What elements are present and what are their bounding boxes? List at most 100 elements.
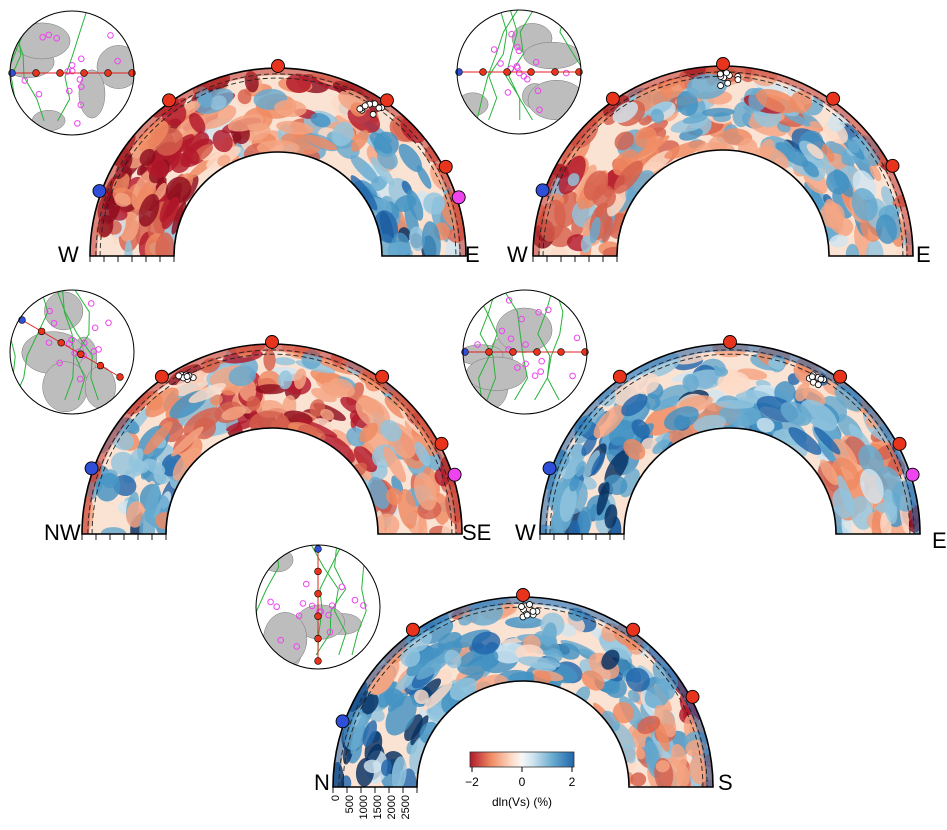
inset-profile-start-marker bbox=[314, 545, 322, 553]
anomaly-blob bbox=[398, 143, 423, 173]
inset-event-marker bbox=[497, 60, 504, 67]
anomaly-blob bbox=[634, 373, 660, 395]
anomaly-blob bbox=[210, 394, 223, 406]
anomaly-blob bbox=[274, 99, 307, 117]
landmass-shape bbox=[465, 356, 527, 391]
anomaly-blob bbox=[263, 349, 276, 371]
anomaly-blob bbox=[654, 719, 670, 752]
anomaly-blob bbox=[304, 134, 338, 151]
discontinuity-dashed-line bbox=[545, 349, 915, 535]
direction-label-left: N bbox=[314, 770, 330, 795]
anomaly-blob bbox=[847, 140, 860, 154]
inset-profile-marker bbox=[527, 68, 535, 76]
direction-label-right: SE bbox=[462, 520, 491, 545]
colorbar: −2 0 2 dln(Vs) (%) bbox=[465, 751, 576, 809]
plate-boundary-line bbox=[534, 290, 553, 401]
direction-label-left: W bbox=[507, 242, 528, 267]
station-marker-red bbox=[826, 91, 841, 106]
velocity-anomalies bbox=[533, 66, 913, 256]
inset-event-marker bbox=[56, 359, 63, 367]
inset-event-marker bbox=[569, 372, 576, 380]
inset-outline bbox=[9, 10, 135, 136]
depth-tick-label: 2500 bbox=[400, 795, 412, 819]
anomaly-blob bbox=[589, 216, 601, 244]
plate-boundary-line bbox=[503, 290, 529, 401]
inset-event-marker bbox=[46, 307, 53, 315]
earthquake-marker bbox=[817, 375, 825, 383]
anomaly-blob bbox=[717, 371, 751, 395]
anomaly-blob bbox=[370, 175, 388, 192]
anomaly-blob bbox=[209, 417, 239, 436]
anomaly-blob bbox=[663, 406, 699, 431]
anomaly-blob bbox=[363, 759, 382, 774]
anomaly-blob bbox=[128, 448, 144, 469]
landmass-shape bbox=[84, 366, 116, 409]
station-marker-red bbox=[612, 369, 627, 384]
station-marker-red bbox=[405, 622, 420, 637]
anomaly-blob bbox=[413, 472, 437, 511]
anomaly-blob bbox=[139, 509, 156, 534]
inset-event-marker bbox=[267, 598, 274, 606]
inset-event-marker bbox=[504, 89, 512, 96]
inset-event-marker bbox=[532, 58, 540, 66]
depth-tick-label: 500 bbox=[344, 795, 356, 813]
anomaly-blob bbox=[575, 460, 587, 477]
station-marker-red bbox=[271, 59, 285, 73]
section-outline bbox=[532, 65, 914, 257]
anomaly-blob bbox=[414, 689, 429, 705]
anomaly-blob bbox=[652, 439, 670, 455]
anomaly-blob bbox=[569, 475, 580, 492]
anomaly-blob bbox=[171, 201, 187, 235]
anomaly-blob bbox=[596, 481, 610, 516]
anomaly-blob bbox=[404, 714, 423, 742]
anomaly-blob bbox=[143, 421, 173, 455]
anomaly-blob bbox=[858, 444, 884, 476]
anomaly-blob bbox=[374, 513, 400, 534]
anomaly-blob bbox=[634, 126, 657, 148]
anomaly-blob bbox=[114, 192, 131, 207]
anomaly-blob bbox=[138, 120, 169, 152]
anomaly-blob bbox=[276, 120, 314, 135]
station-marker-red bbox=[685, 689, 700, 704]
anomaly-blob bbox=[875, 214, 898, 244]
inset-event-marker bbox=[91, 324, 99, 332]
station-marker-magenta bbox=[447, 467, 462, 482]
inset-event-marker bbox=[518, 315, 525, 323]
plate-boundary-line bbox=[56, 290, 99, 401]
inset-event-marker bbox=[538, 357, 545, 365]
anomaly-blob bbox=[756, 417, 775, 433]
earthquake-marker bbox=[361, 102, 369, 110]
direction-label-right: E bbox=[932, 528, 947, 553]
inset-event-marker bbox=[77, 101, 85, 109]
anomaly-blob bbox=[391, 475, 404, 496]
section-outline bbox=[89, 67, 467, 257]
station-marker-red bbox=[375, 369, 390, 384]
anomaly-blob bbox=[154, 182, 167, 201]
inset-event-marker bbox=[524, 75, 531, 83]
anomaly-blob bbox=[273, 357, 296, 366]
anomaly-blob bbox=[286, 73, 311, 94]
inset-outline bbox=[9, 289, 135, 415]
anomaly-blob bbox=[217, 154, 231, 167]
anomaly-blob bbox=[416, 652, 453, 680]
anomaly-blob bbox=[383, 446, 407, 483]
inset-event-marker bbox=[114, 57, 121, 65]
anomaly-blob bbox=[350, 154, 379, 184]
discontinuity-dashed-line bbox=[91, 353, 453, 535]
cross-section-panel: N S0 500 1000 1500 2000 2500 bbox=[255, 544, 733, 819]
earthquake-marker bbox=[523, 611, 531, 619]
anomaly-blob bbox=[456, 647, 499, 676]
discontinuity-dashed-line bbox=[338, 602, 708, 788]
earthquake-marker bbox=[723, 69, 730, 77]
anomaly-blob bbox=[351, 129, 369, 152]
anomaly-blob bbox=[355, 396, 391, 429]
inset-event-marker bbox=[45, 339, 53, 346]
velocity-anomalies bbox=[540, 344, 920, 534]
inset-event-marker bbox=[65, 340, 73, 347]
anomaly-blob bbox=[568, 520, 581, 534]
inset-profile-marker bbox=[96, 361, 105, 370]
inset-event-marker bbox=[514, 364, 521, 371]
